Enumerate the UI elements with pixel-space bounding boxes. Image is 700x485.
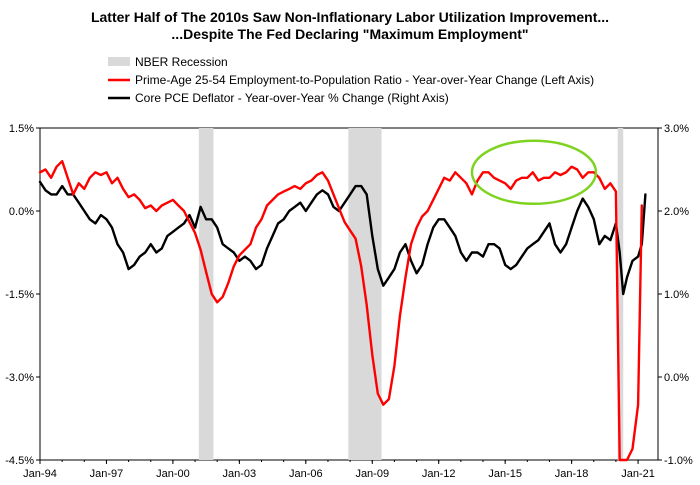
highlight-ellipse [470,139,598,206]
x-tick-label: Jan-97 [90,468,124,480]
x-tick-label: Jan-03 [223,468,257,480]
left-y-axis: 1.5% 0.0% -1.5% -3.0% -4.5% [5,123,40,467]
legend-employment-label: Prime-Age 25-54 Employment-to-Population… [135,73,594,87]
left-y-tick-label: 0.0% [9,206,34,218]
left-y-tick-label: -3.0% [5,372,34,384]
series [38,159,647,462]
right-y-tick-label: 2.0% [664,206,689,218]
legend-recession-label: NBER Recession [135,55,228,69]
legend-pce-label: Core PCE Deflator - Year-over-Year % Cha… [135,91,449,105]
x-axis: Jan-94 Jan-97 Jan-00 Jan-03 Jan-06 Jan-09 Jan-… [23,460,655,480]
recession-bands [198,128,624,460]
legend-recession-swatch [108,57,130,66]
left-y-tick-label: -1.5% [5,289,34,301]
x-tick-label: Jan-09 [355,468,389,480]
series-employment-line [38,159,643,462]
right-y-tick-label: 0.0% [664,372,689,384]
x-tick-label: Jan-15 [488,468,522,480]
right-y-tick-label: -1.0% [664,455,693,467]
legend: NBER Recession Prime-Age 25-54 Employmen… [108,55,594,105]
left-y-tick-label: -4.5% [5,455,34,467]
recession-band-2 [617,128,624,460]
x-tick-label: Jan-06 [289,468,323,480]
x-tick-label: Jan-21 [621,468,655,480]
chart-title-line2: ...Despite The Fed Declaring "Maximum Em… [171,26,528,42]
x-tick-label: Jan-94 [23,468,57,480]
right-y-tick-label: 1.0% [664,289,689,301]
x-tick-label: Jan-00 [156,468,190,480]
right-y-tick-label: 3.0% [664,123,689,135]
chart-title-line1: Latter Half of The 2010s Saw Non-Inflati… [91,9,609,25]
x-tick-label: Jan-18 [555,468,589,480]
x-tick-label: Jan-12 [422,468,456,480]
series-pce-line [38,180,647,296]
annotations [470,139,598,206]
right-y-axis: 3.0% 2.0% 1.0% 0.0% -1.0% [658,123,693,467]
left-y-tick-label: 1.5% [9,123,34,135]
